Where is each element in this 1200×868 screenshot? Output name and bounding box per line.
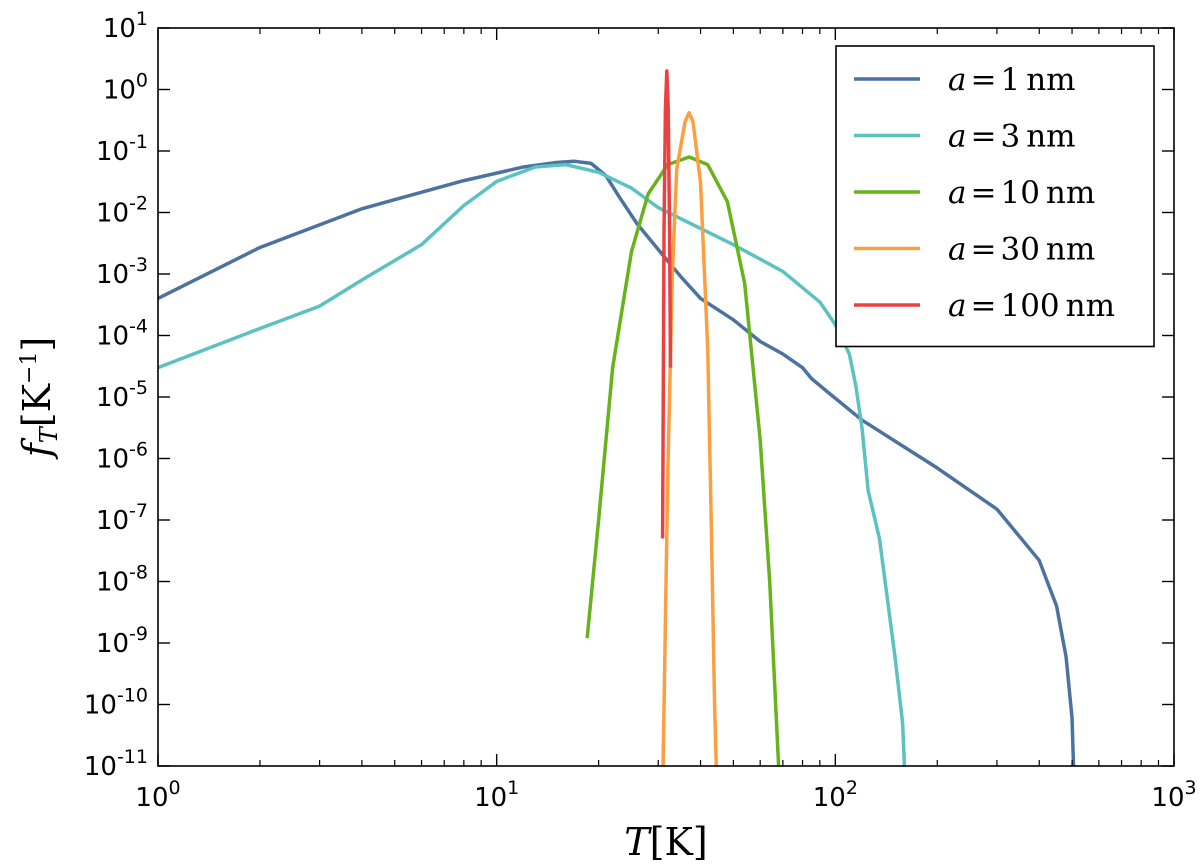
- legend-unit: nm: [1046, 175, 1095, 211]
- legend-unit: nm: [1066, 288, 1115, 324]
- y-tick-label: 101: [103, 8, 148, 44]
- legend-eq: =: [970, 175, 996, 211]
- legend-eq: =: [970, 232, 996, 268]
- y-tick-label-exp: -2: [129, 193, 148, 215]
- legend-unit: nm: [1026, 62, 1075, 98]
- y-tick-label: 10-4: [96, 316, 148, 352]
- y-axis-label-unit: K: [15, 383, 59, 412]
- y-tick-label: 100: [103, 70, 148, 106]
- legend-eq: =: [970, 119, 996, 155]
- y-axis-label-sub: T: [35, 425, 63, 443]
- x-tick-label: 102: [813, 777, 858, 813]
- y-tick-label-exp: -11: [117, 746, 148, 768]
- legend-var: a: [948, 119, 966, 155]
- x-tick-label: 100: [135, 777, 180, 813]
- y-tick-label: 10-11: [84, 746, 148, 782]
- tick-layer: 100 101 102 10310110010-110-210-310-410-510…: [84, 8, 1197, 813]
- series-line-4: [660, 69, 673, 539]
- legend-var: a: [948, 175, 966, 211]
- y-tick-label-exp: -10: [117, 685, 148, 707]
- legend-label-3: a = 30 nm: [948, 232, 1095, 268]
- series-line-0: [157, 159, 1076, 767]
- x-tick-label-exp: 0: [169, 777, 181, 799]
- y-tick-label-base: 10: [96, 260, 129, 290]
- y-tick-label-base: 10: [96, 629, 129, 659]
- y-tick-label-base: 10: [96, 383, 129, 413]
- x-tick-label-base: 10: [1151, 783, 1184, 813]
- y-tick-label-exp: -5: [129, 377, 148, 399]
- y-tick-label-base: 10: [103, 14, 136, 44]
- legend-box: [835, 45, 1155, 348]
- legend-var: a: [948, 232, 966, 268]
- legend-unit: nm: [1046, 232, 1095, 268]
- y-axis-label-bracket-close: ]: [15, 337, 59, 352]
- x-axis-label-unit: K: [664, 820, 693, 864]
- x-axis-label-bracket-close: ]: [693, 820, 708, 864]
- y-tick-label-base: 10: [84, 691, 117, 721]
- y-tick-label-exp: -1: [129, 131, 148, 153]
- x-tick-label-exp: 3: [1185, 777, 1197, 799]
- y-tick-label-base: 10: [96, 568, 129, 598]
- legend-eq: =: [970, 288, 996, 324]
- legend-label-0: a = 1 nm: [948, 62, 1076, 98]
- legend-value: 10: [1000, 175, 1039, 211]
- y-tick-label: 10-10: [84, 685, 148, 721]
- legend-var: a: [948, 288, 966, 324]
- legend-value: 30: [1000, 232, 1039, 268]
- legend: a = 1 nma = 3 nma = 10 nma = 30 nma = 100 nm: [835, 45, 1155, 348]
- legend-value: 3: [1000, 119, 1020, 155]
- y-tick-label: 10-3: [96, 254, 148, 290]
- legend-label-2: a = 10 nm: [948, 175, 1095, 211]
- y-tick-label-exp: -8: [129, 562, 148, 584]
- x-tick-label-base: 10: [474, 783, 507, 813]
- y-tick-label-exp: -4: [129, 316, 148, 338]
- y-tick-label: 10-5: [96, 377, 148, 413]
- legend-value: 100: [1000, 288, 1059, 324]
- y-tick-label-base: 10: [96, 137, 129, 167]
- x-tick-label-base: 10: [813, 783, 846, 813]
- y-tick-label-exp: -9: [129, 623, 148, 645]
- y-tick-label-exp: 1: [136, 8, 148, 30]
- x-axis-label: T[K]: [624, 820, 707, 864]
- legend-eq: =: [970, 62, 996, 98]
- y-tick-label-base: 10: [96, 322, 129, 352]
- y-axis-label: fT[K−1]: [15, 337, 63, 461]
- legend-label-1: a = 3 nm: [948, 119, 1076, 155]
- x-tick-label-exp: 2: [846, 777, 858, 799]
- y-tick-label: 10-2: [96, 193, 148, 229]
- y-tick-label: 10-8: [96, 562, 148, 598]
- y-tick-label-exp: -6: [129, 439, 148, 461]
- legend-value: 1: [1000, 62, 1020, 98]
- x-tick-label: 103: [1151, 777, 1196, 813]
- y-tick-label: 10-6: [96, 439, 148, 475]
- y-axis-label-sup: −1: [17, 352, 42, 384]
- y-tick-label-base: 10: [103, 76, 136, 106]
- legend-var: a: [948, 62, 966, 98]
- series-layer: [157, 69, 1076, 767]
- y-tick-label-base: 10: [96, 445, 129, 475]
- y-tick-label: 10-9: [96, 623, 148, 659]
- series-line-1: [157, 162, 907, 767]
- x-tick-label-exp: 1: [507, 777, 519, 799]
- legend-unit: nm: [1026, 119, 1075, 155]
- y-tick-label-exp: -3: [129, 254, 148, 276]
- y-tick-label: 10-1: [96, 131, 148, 167]
- y-tick-label-exp: -7: [129, 500, 148, 522]
- y-tick-label-base: 10: [96, 199, 129, 229]
- legend-label-4: a = 100 nm: [948, 288, 1115, 324]
- y-tick-label-exp: 0: [136, 70, 148, 92]
- y-axis-label-bracket-open: [: [15, 412, 59, 427]
- y-tick-label: 10-7: [96, 500, 148, 536]
- y-tick-label-base: 10: [84, 752, 117, 782]
- x-axis-label-bracket-open: [: [650, 820, 665, 864]
- x-axis-label-var: T: [624, 820, 652, 864]
- y-tick-label-base: 10: [96, 506, 129, 536]
- x-tick-label: 101: [474, 777, 519, 813]
- x-tick-label-base: 10: [135, 783, 168, 813]
